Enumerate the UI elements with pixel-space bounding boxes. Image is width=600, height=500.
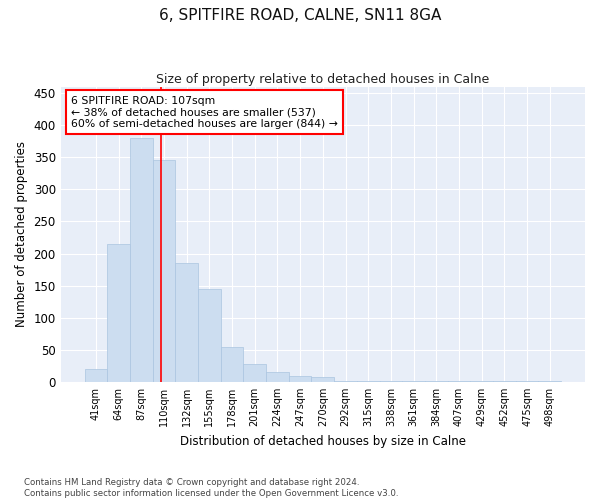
Bar <box>334 380 357 382</box>
Bar <box>175 263 198 382</box>
Bar <box>152 160 175 382</box>
Bar <box>266 372 289 382</box>
Bar <box>85 369 107 382</box>
Bar <box>198 289 221 382</box>
Bar <box>425 380 448 382</box>
Bar <box>107 244 130 382</box>
Bar <box>289 376 311 382</box>
Bar <box>244 364 266 382</box>
Bar <box>130 138 152 382</box>
Y-axis label: Number of detached properties: Number of detached properties <box>15 142 28 328</box>
Bar <box>493 380 516 382</box>
X-axis label: Distribution of detached houses by size in Calne: Distribution of detached houses by size … <box>180 434 466 448</box>
Title: Size of property relative to detached houses in Calne: Size of property relative to detached ho… <box>156 72 490 86</box>
Text: 6 SPITFIRE ROAD: 107sqm
← 38% of detached houses are smaller (537)
60% of semi-d: 6 SPITFIRE ROAD: 107sqm ← 38% of detache… <box>71 96 338 128</box>
Bar <box>311 377 334 382</box>
Bar <box>221 346 244 382</box>
Bar <box>538 380 561 382</box>
Text: Contains HM Land Registry data © Crown copyright and database right 2024.
Contai: Contains HM Land Registry data © Crown c… <box>24 478 398 498</box>
Text: 6, SPITFIRE ROAD, CALNE, SN11 8GA: 6, SPITFIRE ROAD, CALNE, SN11 8GA <box>159 8 441 22</box>
